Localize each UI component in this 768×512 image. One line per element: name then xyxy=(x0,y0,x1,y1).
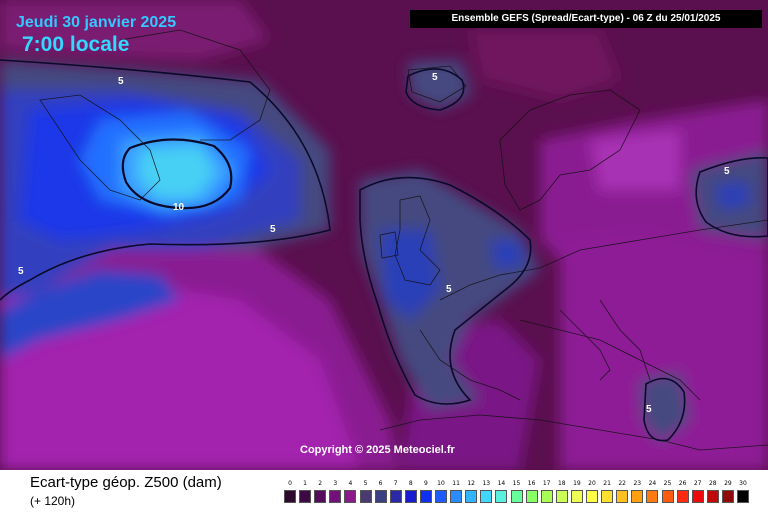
legend-tick-label: 23 xyxy=(633,480,642,487)
legend-tick-label: 15 xyxy=(512,480,521,487)
legend-color-swatch xyxy=(284,490,296,503)
legend-tick-label: 16 xyxy=(527,480,536,487)
legend-tick-label: 21 xyxy=(603,480,611,487)
legend-color-swatch xyxy=(314,490,327,503)
legend-tick-label: 7 xyxy=(393,480,398,487)
legend-color-swatch xyxy=(570,490,583,503)
legend-color-swatch xyxy=(616,490,629,503)
legend-color-swatch xyxy=(480,490,493,503)
legend-color-swatch xyxy=(737,490,749,503)
contour-label: 5 xyxy=(270,224,276,235)
legend-color-swatch xyxy=(646,490,659,503)
legend-color-swatch xyxy=(450,490,463,503)
contour-label: 5 xyxy=(446,284,452,295)
legend-color-swatch xyxy=(404,490,417,503)
contour-label: 5 xyxy=(724,166,730,177)
legend-color-swatch xyxy=(510,490,523,503)
coastlines xyxy=(39,29,768,451)
legend-tick-label: 9 xyxy=(423,480,428,487)
legend-tick-label: 26 xyxy=(678,480,687,487)
contour-5-line-iceland xyxy=(405,68,465,111)
legend-tick-label: 28 xyxy=(708,480,717,487)
legend-tick-label: 24 xyxy=(648,480,657,487)
legend-tick-label: 14 xyxy=(497,480,506,487)
legend-color-swatch xyxy=(540,490,553,503)
contour-label: 5 xyxy=(432,72,438,83)
contour-lines xyxy=(0,59,768,442)
legend-tick-label: 19 xyxy=(573,480,581,487)
legend-tick-label: 25 xyxy=(663,480,672,487)
legend-color-swatch xyxy=(661,490,674,503)
contour-5-line-east xyxy=(695,156,768,238)
contour-10-line xyxy=(121,138,233,210)
legend-color-swatch xyxy=(721,490,734,503)
legend-color-swatch xyxy=(374,490,387,503)
legend-tick-label: 11 xyxy=(452,480,460,487)
legend-tick-label: 0 xyxy=(288,480,292,487)
legend-tick-label: 2 xyxy=(318,480,323,487)
variable-title: Ecart-type géop. Z500 (dam) xyxy=(30,474,222,491)
contour-label: 5 xyxy=(18,266,24,277)
contour-label: 5 xyxy=(646,404,652,415)
legend-color-swatch xyxy=(299,490,312,503)
forecast-date: Jeudi 30 janvier 2025 xyxy=(16,14,177,31)
legend-tick-label: 12 xyxy=(467,480,475,487)
legend-tick-label: 29 xyxy=(724,480,732,487)
legend-tick-label: 27 xyxy=(693,480,702,487)
legend-tick-label: 22 xyxy=(618,480,626,487)
legend-tick-label: 1 xyxy=(303,480,307,487)
legend-color-swatch xyxy=(359,490,372,503)
legend-tick-label: 20 xyxy=(588,480,596,487)
legend-color-swatch xyxy=(465,490,478,503)
spread-map: 5 5 10 5 5 5 5 5 xyxy=(0,0,768,470)
copyright-text: Copyright © 2025 Meteociel.fr xyxy=(300,444,455,456)
legend-color-swatch xyxy=(419,490,432,503)
legend-tick-label: 5 xyxy=(363,480,368,487)
legend-tick-label: 4 xyxy=(348,480,353,487)
legend-color-swatch xyxy=(525,490,538,503)
legend-color-swatch xyxy=(601,490,614,503)
contour-5-line-atlantic xyxy=(0,59,331,301)
ensemble-title: Ensemble GEFS (Spread/Ecart-type) - 06 Z… xyxy=(410,10,762,28)
legend-color-swatch xyxy=(329,490,342,503)
legend-color-swatch xyxy=(344,490,357,503)
lead-time: (+ 120h) xyxy=(30,494,76,508)
legend-tick-label: 3 xyxy=(333,480,338,487)
legend-color-swatch xyxy=(586,490,598,503)
forecast-time: 7:00 locale xyxy=(22,33,130,56)
legend-color-swatch xyxy=(435,490,447,503)
legend-tick-label: 30 xyxy=(739,480,747,487)
contour-labels: 5 5 10 5 5 5 5 5 xyxy=(18,72,730,415)
contour-label: 5 xyxy=(118,76,124,87)
legend-tick-label: 10 xyxy=(437,480,445,487)
legend-color-swatch xyxy=(676,490,689,503)
legend-tick-label: 17 xyxy=(542,480,551,487)
legend-tick-label: 8 xyxy=(408,480,413,487)
legend-tick-label: 6 xyxy=(378,480,383,487)
color-legend: 0 1 2 3 4 5 6 7 8 9 10 11 12 13 14 15 16 17 18 19 20 21 22 23 24… xyxy=(284,470,754,512)
contour-5-line-med xyxy=(643,377,686,442)
legend-color-swatch xyxy=(691,490,704,503)
legend-color-swatch xyxy=(389,490,402,503)
legend-color-swatch xyxy=(631,490,644,503)
legend-color-swatch xyxy=(706,490,719,503)
legend-tick-label: 18 xyxy=(557,480,566,487)
contour-label: 10 xyxy=(173,202,185,213)
legend-color-swatch xyxy=(495,490,508,503)
spread-shading xyxy=(0,0,768,470)
contour-5-line-uk xyxy=(359,176,532,405)
legend-tick-label: 13 xyxy=(482,480,491,487)
legend-color-swatch xyxy=(555,490,568,503)
